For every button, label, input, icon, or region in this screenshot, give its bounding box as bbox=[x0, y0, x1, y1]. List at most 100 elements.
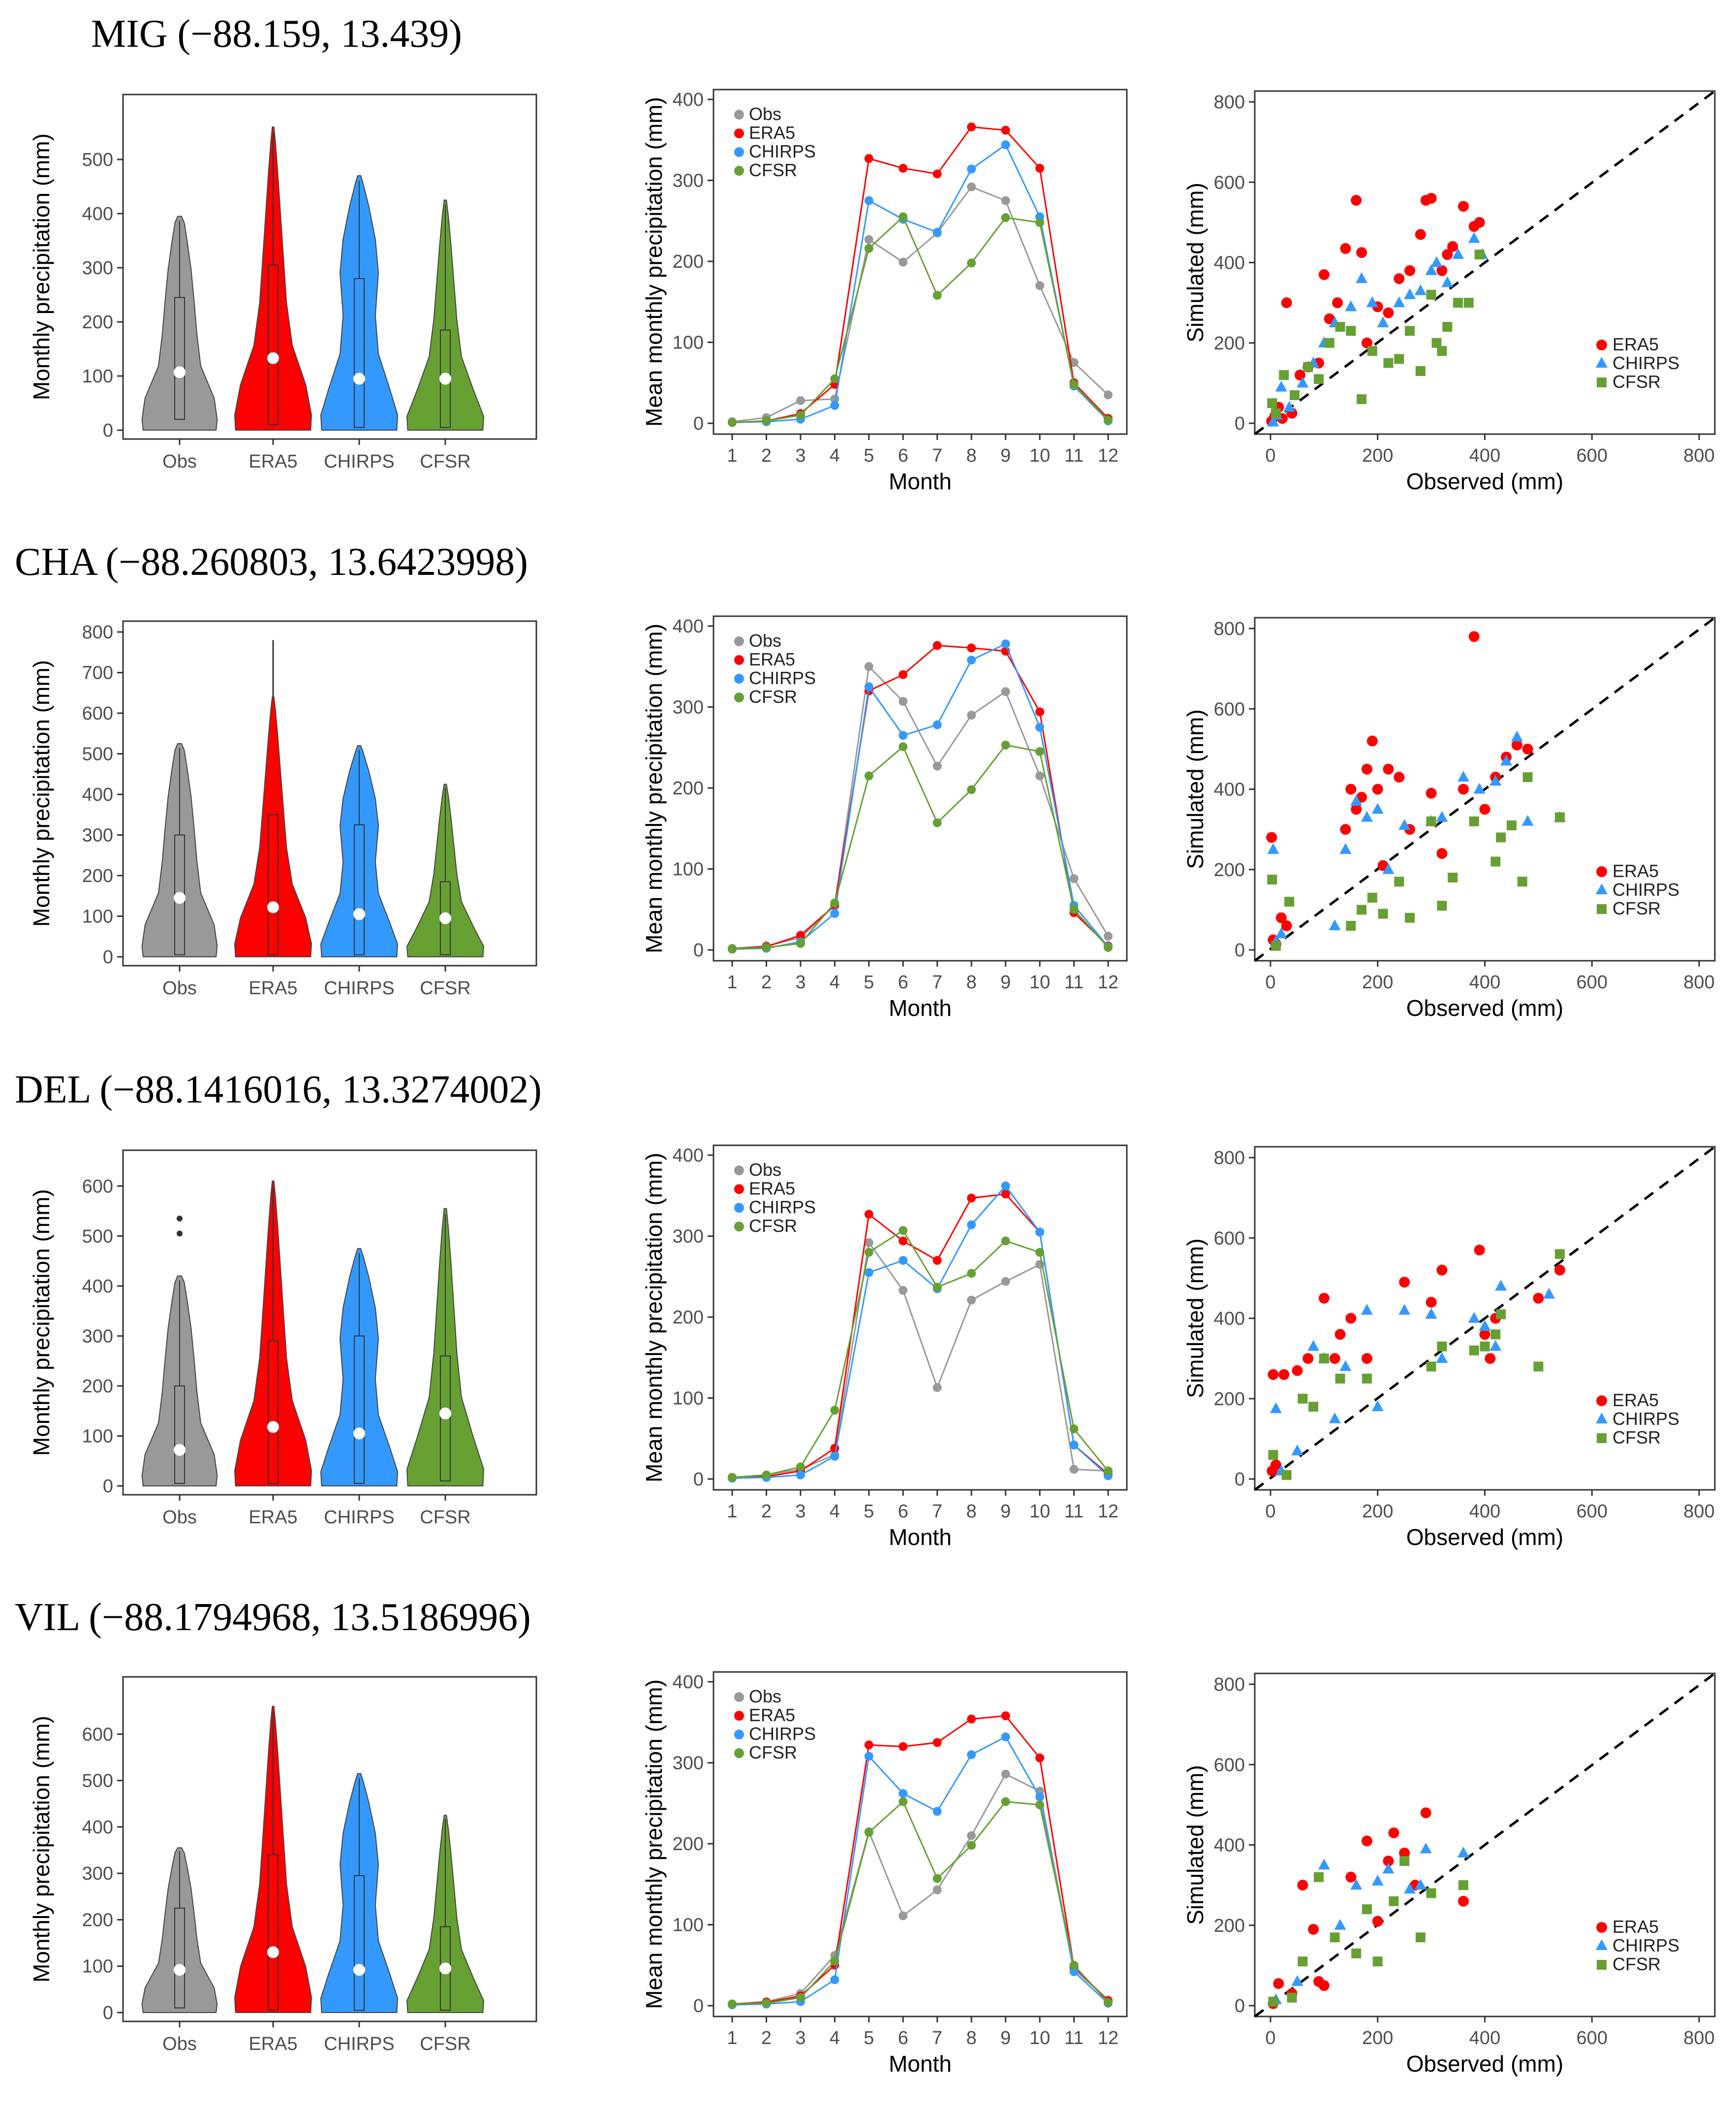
series-line-obs bbox=[732, 1240, 1109, 1479]
line-y-axis-label: Mean monthly precipitation (mm) bbox=[641, 97, 667, 427]
line-y-tick-label: 400 bbox=[673, 616, 704, 637]
data-point-era5 bbox=[1001, 126, 1010, 135]
violin-box bbox=[268, 264, 279, 425]
violin-x-tick-label: Obs bbox=[162, 1507, 197, 1528]
legend-label-chirps: CHIRPS bbox=[1612, 353, 1679, 373]
data-point-era5 bbox=[864, 154, 873, 163]
line-x-tick-label: 4 bbox=[830, 445, 840, 466]
scatter-point-cfsr bbox=[1426, 1888, 1436, 1898]
scatter-point-cfsr bbox=[1289, 390, 1300, 400]
scatter-point-cfsr bbox=[1426, 289, 1436, 300]
scatter-y-tick-label: 800 bbox=[1214, 92, 1245, 113]
data-point-era5 bbox=[1001, 1711, 1010, 1721]
scatter-point-era5 bbox=[1266, 832, 1277, 843]
scatter-point-era5 bbox=[1340, 243, 1351, 254]
data-point-era5 bbox=[830, 1444, 839, 1453]
legend-label-chirps: CHIRPS bbox=[1612, 1409, 1679, 1429]
line-x-tick-label: 5 bbox=[864, 445, 874, 466]
scatter-point-era5 bbox=[1372, 784, 1383, 795]
scatter-point-chirps bbox=[1307, 1340, 1320, 1351]
scatter-point-cfsr bbox=[1431, 338, 1442, 348]
legend-marker-era5 bbox=[1596, 866, 1607, 877]
line-x-tick-label: 7 bbox=[932, 2028, 942, 2048]
data-point-cfsr bbox=[762, 416, 771, 426]
data-point-chirps bbox=[864, 682, 873, 692]
scatter-point-era5 bbox=[1275, 912, 1287, 923]
scatter-point-cfsr bbox=[1474, 250, 1485, 260]
line-x-tick-label: 6 bbox=[898, 972, 908, 993]
violin-shape bbox=[320, 175, 399, 431]
line-y-tick-label: 200 bbox=[673, 778, 704, 799]
line-x-tick-label: 5 bbox=[864, 1501, 874, 1522]
scatter-point-cfsr bbox=[1442, 322, 1453, 332]
scatter-point-cfsr bbox=[1303, 362, 1313, 372]
one-to-one-line bbox=[1254, 1145, 1716, 1491]
scatter-point-era5 bbox=[1345, 1313, 1357, 1324]
scatter-point-cfsr bbox=[1298, 1393, 1308, 1404]
legend-marker-chirps bbox=[1596, 883, 1608, 894]
violin-y-tick-label: 300 bbox=[82, 1326, 113, 1347]
scatter-x-tick-label: 0 bbox=[1265, 2028, 1275, 2048]
line-x-tick-label: 11 bbox=[1064, 445, 1084, 466]
scatter-y-tick-label: 0 bbox=[1235, 940, 1245, 961]
line-x-tick-label: 11 bbox=[1064, 972, 1084, 993]
scatter-y-tick-label: 200 bbox=[1214, 1916, 1245, 1936]
scatter-point-chirps bbox=[1414, 1879, 1426, 1890]
scatter-point-cfsr bbox=[1279, 370, 1289, 380]
scatter-point-cfsr bbox=[1533, 1361, 1544, 1372]
scatter-point-chirps bbox=[1371, 1874, 1384, 1886]
data-point-chirps bbox=[932, 1807, 942, 1816]
legend-marker-era5 bbox=[1596, 1922, 1607, 1933]
scatter-point-chirps bbox=[1479, 1320, 1491, 1331]
line-x-tick-label: 2 bbox=[761, 445, 772, 466]
line-x-tick-label: 8 bbox=[966, 445, 977, 466]
scatter-point-chirps bbox=[1339, 1360, 1352, 1371]
scatter-point-cfsr bbox=[1367, 892, 1377, 903]
scatter-point-era5 bbox=[1522, 743, 1533, 755]
scatter-point-chirps bbox=[1468, 1312, 1480, 1323]
legend-label-cfsr: CFSR bbox=[1612, 898, 1661, 918]
legend-marker-chirps bbox=[734, 147, 744, 157]
data-point-cfsr bbox=[830, 1406, 839, 1415]
line-y-tick-label: 400 bbox=[673, 90, 704, 110]
scatter-point-cfsr bbox=[1362, 1373, 1372, 1384]
data-point-era5 bbox=[967, 1194, 976, 1203]
data-point-chirps bbox=[967, 164, 976, 174]
legend-label-cfsr: CFSR bbox=[1612, 372, 1661, 392]
legend-label-obs: Obs bbox=[749, 1686, 781, 1706]
line-y-tick-label: 400 bbox=[673, 1672, 704, 1693]
violin-box bbox=[174, 297, 185, 420]
data-point-cfsr bbox=[1035, 1248, 1045, 1257]
violin-y-axis-label: Monthly precipitation (mm) bbox=[29, 1716, 54, 1983]
scatter-point-chirps bbox=[1334, 1919, 1346, 1930]
scatter-point-cfsr bbox=[1313, 374, 1324, 384]
scatter-point-cfsr bbox=[1362, 1904, 1372, 1915]
line-x-tick-label: 9 bbox=[1000, 2028, 1011, 2048]
line-x-tick-label: 8 bbox=[966, 1501, 977, 1522]
scatter-point-chirps bbox=[1267, 415, 1279, 427]
scatter-point-cfsr bbox=[1287, 1992, 1297, 2003]
violin-y-tick-label: 200 bbox=[82, 1910, 113, 1930]
scatter-point-chirps bbox=[1430, 256, 1443, 267]
scatter-point-cfsr bbox=[1437, 346, 1447, 356]
data-point-cfsr bbox=[864, 771, 873, 781]
violin-outlier-point bbox=[177, 1215, 183, 1222]
scatter-point-cfsr bbox=[1426, 816, 1436, 826]
scatter-point-cfsr bbox=[1490, 1329, 1501, 1340]
data-point-cfsr bbox=[1104, 1466, 1113, 1476]
scatter-point-cfsr bbox=[1554, 812, 1565, 822]
scatter-point-cfsr bbox=[1469, 816, 1479, 826]
scatter-panel: 00 200 200 400 400 600 600 800 800 Observed (mm) S… bbox=[1182, 1672, 1716, 2077]
violin-median-point bbox=[174, 892, 186, 904]
legend-label-obs: Obs bbox=[749, 104, 781, 124]
scatter-y-axis-label: Simulated (mm) bbox=[1182, 1238, 1208, 1398]
legend-label-era5: ERA5 bbox=[749, 649, 795, 669]
scatter-point-chirps bbox=[1489, 775, 1502, 786]
legend-marker-era5 bbox=[734, 1184, 744, 1194]
series-line-cfsr bbox=[732, 1229, 1109, 1479]
data-point-obs bbox=[899, 1911, 908, 1921]
data-point-obs bbox=[899, 696, 908, 706]
data-point-cfsr bbox=[1104, 1998, 1113, 2007]
